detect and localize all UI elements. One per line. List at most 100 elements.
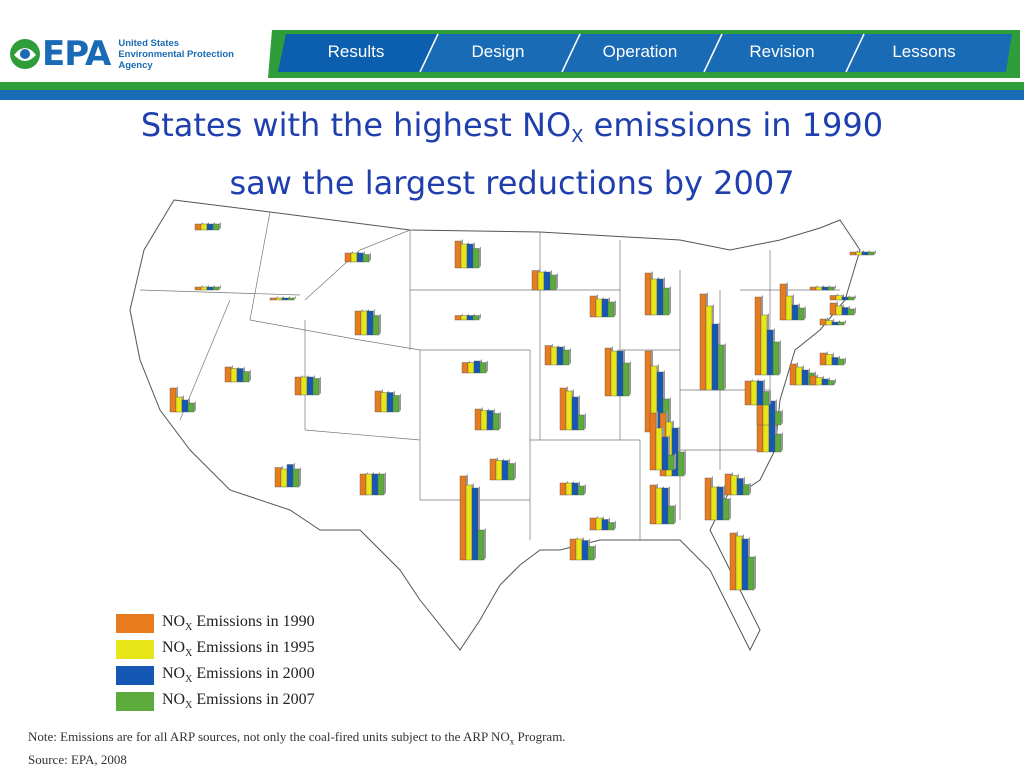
bar-group-va — [756, 399, 783, 426]
bar-az-2000 — [286, 464, 294, 488]
bar-group-ms — [589, 516, 616, 531]
bar-or-2007 — [212, 286, 220, 291]
bar-sd-2000 — [466, 315, 474, 321]
bar-ny-2000 — [791, 304, 799, 321]
bar-mi-1995 — [650, 278, 658, 316]
bar-pa-2007 — [772, 341, 780, 376]
bar-side-or-3 — [219, 285, 221, 290]
bar-vt-1990 — [809, 286, 817, 291]
bar-id-2007 — [287, 297, 295, 301]
bar-group-nj — [819, 351, 846, 366]
legend-swatch-1990 — [116, 613, 154, 633]
bar-vt-2000 — [821, 286, 829, 291]
nav-revision[interactable]: Revision — [749, 42, 815, 61]
nav-lessons[interactable]: Lessons — [892, 42, 956, 61]
bar-ca-2000 — [181, 399, 189, 413]
nav-operation[interactable]: Operation — [602, 42, 678, 61]
bar-wy-2007 — [372, 315, 380, 336]
bar-side-mi-3 — [669, 286, 671, 315]
agency-line-1: United States — [118, 37, 180, 49]
bar-ia-1995 — [550, 346, 558, 366]
bar-side-az-3 — [299, 467, 301, 487]
bar-fl-1990 — [729, 532, 737, 591]
legend-label-2000: NOX Emissions in 2000 — [162, 664, 315, 686]
bar-side-nc-3 — [781, 432, 783, 452]
bar-mo-1995 — [565, 390, 573, 431]
bar-group-wy — [354, 309, 381, 336]
bar-wi-1990 — [589, 295, 597, 318]
bar-group-ne — [461, 359, 488, 374]
bar-mi-1990 — [644, 272, 652, 316]
bar-ut-2007 — [312, 378, 320, 396]
bar-tx-1990 — [459, 475, 467, 561]
bar-ma-1990 — [829, 302, 837, 316]
header-stripes — [0, 30, 1024, 100]
legend-item-1990: NOX Emissions in 1990 — [116, 610, 315, 636]
bar-tn-1995 — [655, 427, 663, 471]
bar-wa-2007 — [212, 223, 220, 231]
nav-design[interactable]: Design — [471, 42, 525, 61]
bar-ok-1995 — [495, 460, 503, 481]
bar-il-1995 — [610, 350, 618, 397]
bar-ne-1990 — [461, 362, 469, 374]
bar-wv-1990 — [744, 380, 752, 406]
bar-mn-1995 — [537, 271, 545, 291]
legend-swatch-1995 — [116, 639, 154, 659]
bar-side-al-3 — [674, 504, 676, 524]
bar-ny-1990 — [779, 283, 787, 321]
bar-nh-2000 — [841, 296, 849, 301]
bar-va-2007 — [774, 411, 782, 426]
bar-wy-1995 — [360, 310, 368, 336]
bar-ct-2000 — [831, 321, 839, 326]
bar-mt-1990 — [344, 252, 352, 263]
bar-group-ut — [294, 375, 321, 396]
bar-side-ma-3 — [854, 307, 856, 315]
bar-sc-1995 — [730, 475, 738, 496]
bar-ky-2007 — [677, 451, 685, 477]
bar-co-1995 — [380, 392, 388, 413]
bar-ga-1990 — [704, 477, 712, 521]
bar-de-1995 — [815, 377, 823, 386]
bar-group-ny — [779, 282, 806, 321]
bar-ny-1995 — [785, 295, 793, 321]
bar-wa-2000 — [206, 223, 214, 231]
bar-id-1990 — [269, 297, 277, 301]
bar-mt-1995 — [350, 252, 358, 263]
bar-md-2000 — [801, 369, 809, 386]
footnote-line-1: Note: Emissions are for all ARP sources,… — [28, 729, 566, 747]
bar-side-nj-3 — [844, 357, 846, 365]
epa-logo-text: EPA — [42, 34, 111, 74]
bar-ca-1990 — [169, 387, 177, 413]
bar-nj-2000 — [831, 357, 839, 366]
bar-vt-1995 — [815, 286, 823, 291]
bar-side-mn-3 — [556, 273, 558, 290]
bar-pa-1990 — [754, 296, 762, 376]
bar-side-ne-3 — [486, 360, 488, 373]
bar-group-me — [849, 250, 876, 256]
bar-side-wv-3 — [769, 389, 771, 405]
bar-ut-2000 — [306, 376, 314, 396]
epa-logo[interactable]: EPA United States Environmental Protecti… — [8, 34, 234, 74]
bar-group-al — [649, 483, 676, 525]
bar-side-wi-3 — [614, 300, 616, 317]
bar-side-tn-3 — [674, 453, 676, 470]
bar-wi-2007 — [607, 301, 615, 318]
bar-group-sd — [454, 313, 481, 321]
bar-tn-2007 — [667, 454, 675, 471]
bar-group-pa — [754, 295, 781, 376]
bar-side-ga-3 — [729, 497, 731, 520]
bar-sd-2007 — [472, 315, 480, 321]
bar-mi-2000 — [656, 278, 664, 316]
bar-id-2000 — [281, 297, 289, 301]
bar-ct-1990 — [819, 318, 827, 326]
bar-ct-1995 — [825, 320, 833, 326]
bar-pa-2000 — [766, 329, 774, 376]
bar-side-vt-3 — [834, 285, 836, 290]
bar-ga-1995 — [710, 486, 718, 521]
bar-me-1995 — [855, 251, 863, 256]
bar-co-1990 — [374, 390, 382, 413]
nav-results[interactable]: Results — [327, 42, 385, 61]
bar-tx-2007 — [477, 529, 485, 561]
bar-group-tn — [649, 411, 676, 471]
bar-ar-1990 — [559, 482, 567, 496]
